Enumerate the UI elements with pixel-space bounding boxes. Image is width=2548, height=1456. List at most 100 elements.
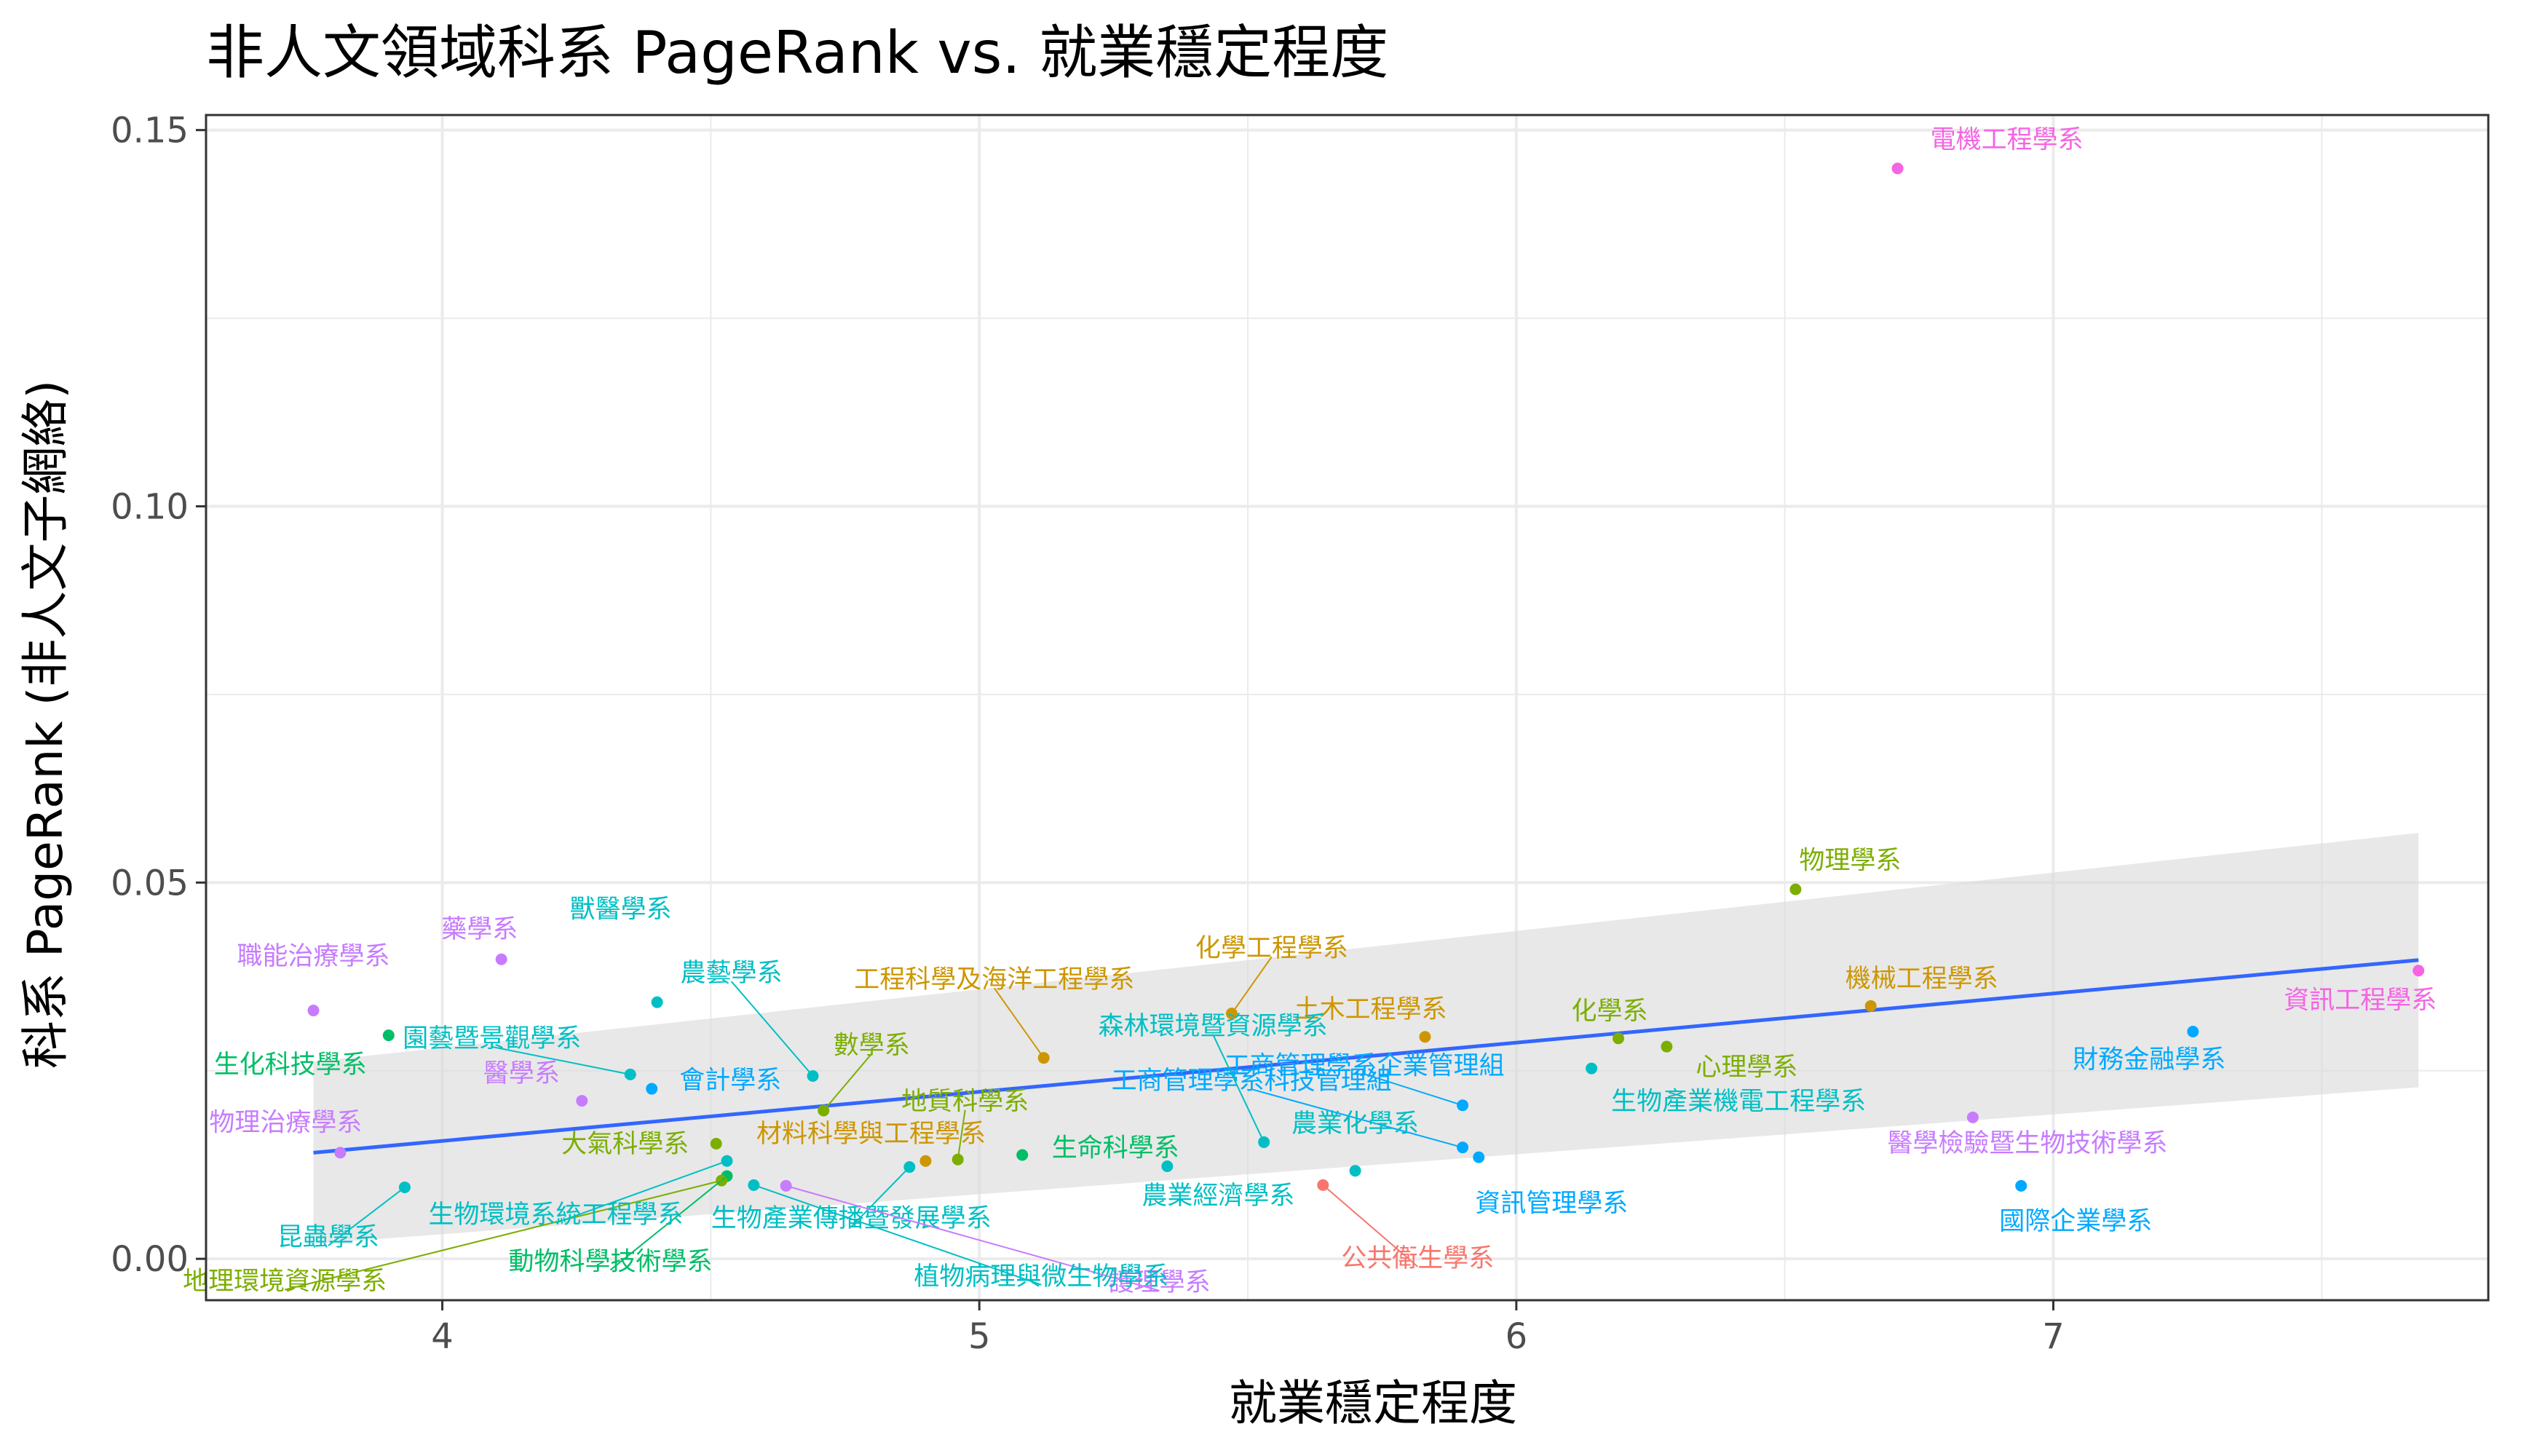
data-point	[495, 953, 507, 965]
label-leader-line	[284, 1179, 722, 1291]
point-label: 園藝暨景觀學系	[403, 1024, 581, 1053]
y-tick-label: 0.00	[111, 1239, 189, 1280]
plot-border	[205, 114, 2490, 1302]
data-point	[2413, 965, 2425, 977]
data-point	[919, 1155, 932, 1167]
trend-line	[313, 958, 2419, 1155]
point-label: 昆蟲學系	[277, 1223, 379, 1252]
point-label: 生物產業機電工程學系	[1611, 1088, 1866, 1117]
point-label: 材料科學與工程學系	[756, 1120, 986, 1149]
label-leader-line	[1212, 1034, 1265, 1143]
point-label: 職能治療學系	[237, 942, 390, 971]
data-point	[710, 1138, 722, 1150]
label-leader-line	[786, 1184, 1160, 1291]
point-label: 電機工程學系	[1931, 125, 2084, 154]
point-label: 心理學系	[1696, 1053, 1797, 1083]
y-tick-label: 0.15	[111, 111, 189, 151]
point-label: 農藝學系	[681, 959, 783, 988]
point-label: 化學系	[1572, 997, 1648, 1026]
label-leader-line	[957, 1109, 966, 1160]
chart-title: 非人文領域科系 PageRank vs. 就業穩定程度	[206, 19, 1388, 87]
data-point	[1613, 1032, 1625, 1045]
data-point	[1864, 1000, 1877, 1012]
grid-minor	[206, 115, 2488, 1300]
data-point	[1161, 1160, 1174, 1173]
data-point	[1419, 1031, 1431, 1043]
point-label: 數學系	[834, 1032, 910, 1061]
label-leader-line	[850, 1166, 911, 1227]
label-leader-line	[491, 1045, 630, 1075]
point-label: 財務金融學系	[2073, 1045, 2225, 1075]
x-tick-label: 5	[968, 1316, 991, 1357]
point-label: 化學工程學系	[1195, 934, 1348, 963]
data-point	[2015, 1179, 2027, 1192]
point-label: 護理學系	[1109, 1268, 1211, 1297]
point-label: 地質科學系	[901, 1088, 1029, 1117]
label-leader-line	[993, 987, 1045, 1059]
label-leader-line	[823, 1053, 873, 1112]
data-point	[1586, 1062, 1598, 1075]
data-point	[1016, 1149, 1029, 1161]
point-label: 資訊工程學系	[2284, 986, 2437, 1015]
data-point	[382, 1029, 395, 1042]
point-label: 植物病理與微生物學系	[914, 1262, 1168, 1291]
point-label: 工程科學及海洋工程學系	[854, 965, 1134, 994]
data-point	[646, 1083, 658, 1095]
label-leader-line	[1322, 1184, 1418, 1267]
point-label: 醫學系	[483, 1059, 560, 1088]
point-label: 國際企業學系	[1999, 1207, 2152, 1236]
label-leader-line	[328, 1187, 405, 1246]
label-leader-line	[753, 1184, 1042, 1286]
data-point	[1473, 1151, 1485, 1163]
x-axis-ticks: 4 5 6 7	[431, 1300, 2065, 1357]
point-label: 生物環境系統工程學系	[429, 1200, 684, 1230]
x-tick-label: 6	[1506, 1316, 1528, 1357]
point-label: 生命科學系	[1052, 1134, 1179, 1163]
point-label: 資訊管理學系	[1475, 1190, 1628, 1219]
point-label: 物理治療學系	[209, 1108, 362, 1137]
point-label: 大氣科學系	[561, 1130, 689, 1159]
data-point	[1661, 1040, 1673, 1053]
y-axis-ticks: 0.00 0.05 0.10 0.15	[111, 111, 206, 1280]
data-point	[1349, 1165, 1361, 1177]
point-label: 農業化學系	[1291, 1109, 1419, 1139]
point-label: 工商管理學系科技管理組	[1112, 1067, 1392, 1096]
label-leader-line	[609, 1175, 728, 1271]
x-axis-title: 就業穩定程度	[1229, 1375, 1517, 1431]
data-point	[307, 1005, 320, 1017]
point-label: 公共衛生學系	[1341, 1244, 1494, 1273]
label-leader-line	[1364, 1073, 1463, 1107]
point-label: 藥學系	[441, 915, 518, 944]
label-leader-line	[1251, 1088, 1463, 1149]
point-label: 會計學系	[679, 1067, 781, 1096]
point-label: 獸醫學系	[570, 895, 672, 925]
data-point	[1789, 883, 1802, 895]
label-leader-line	[1231, 956, 1273, 1014]
point-label: 土木工程學系	[1294, 995, 1447, 1024]
data-point	[1966, 1111, 1979, 1123]
confidence-band	[313, 833, 2419, 1244]
x-tick-label: 7	[2042, 1316, 2065, 1357]
data-point	[576, 1095, 588, 1107]
y-axis-title: 科系 PageRank (非人文子網絡)	[17, 380, 74, 1069]
point-label: 物理學系	[1799, 847, 1901, 876]
x-tick-label: 4	[431, 1316, 454, 1357]
point-label: 動物科學技術學系	[509, 1247, 713, 1276]
point-label: 生化科技學系	[214, 1051, 367, 1080]
y-tick-label: 0.05	[111, 863, 189, 903]
point-label: 地理環境資源學系	[183, 1267, 387, 1297]
data-point	[2187, 1025, 2199, 1037]
data-point	[334, 1147, 347, 1159]
point-label: 醫學檢驗暨生物技術學系	[1887, 1129, 2167, 1158]
point-label: 機械工程學系	[1845, 965, 1998, 994]
label-leader-line	[555, 1160, 727, 1224]
point-label: 森林環境暨資源學系	[1099, 1012, 1328, 1041]
y-tick-label: 0.10	[111, 486, 189, 527]
point-label: 工商管理學系企業管理組	[1224, 1051, 1505, 1080]
data-point	[1891, 162, 1904, 175]
data-point	[651, 996, 663, 1008]
point-label: 農業經濟學系	[1142, 1182, 1294, 1211]
